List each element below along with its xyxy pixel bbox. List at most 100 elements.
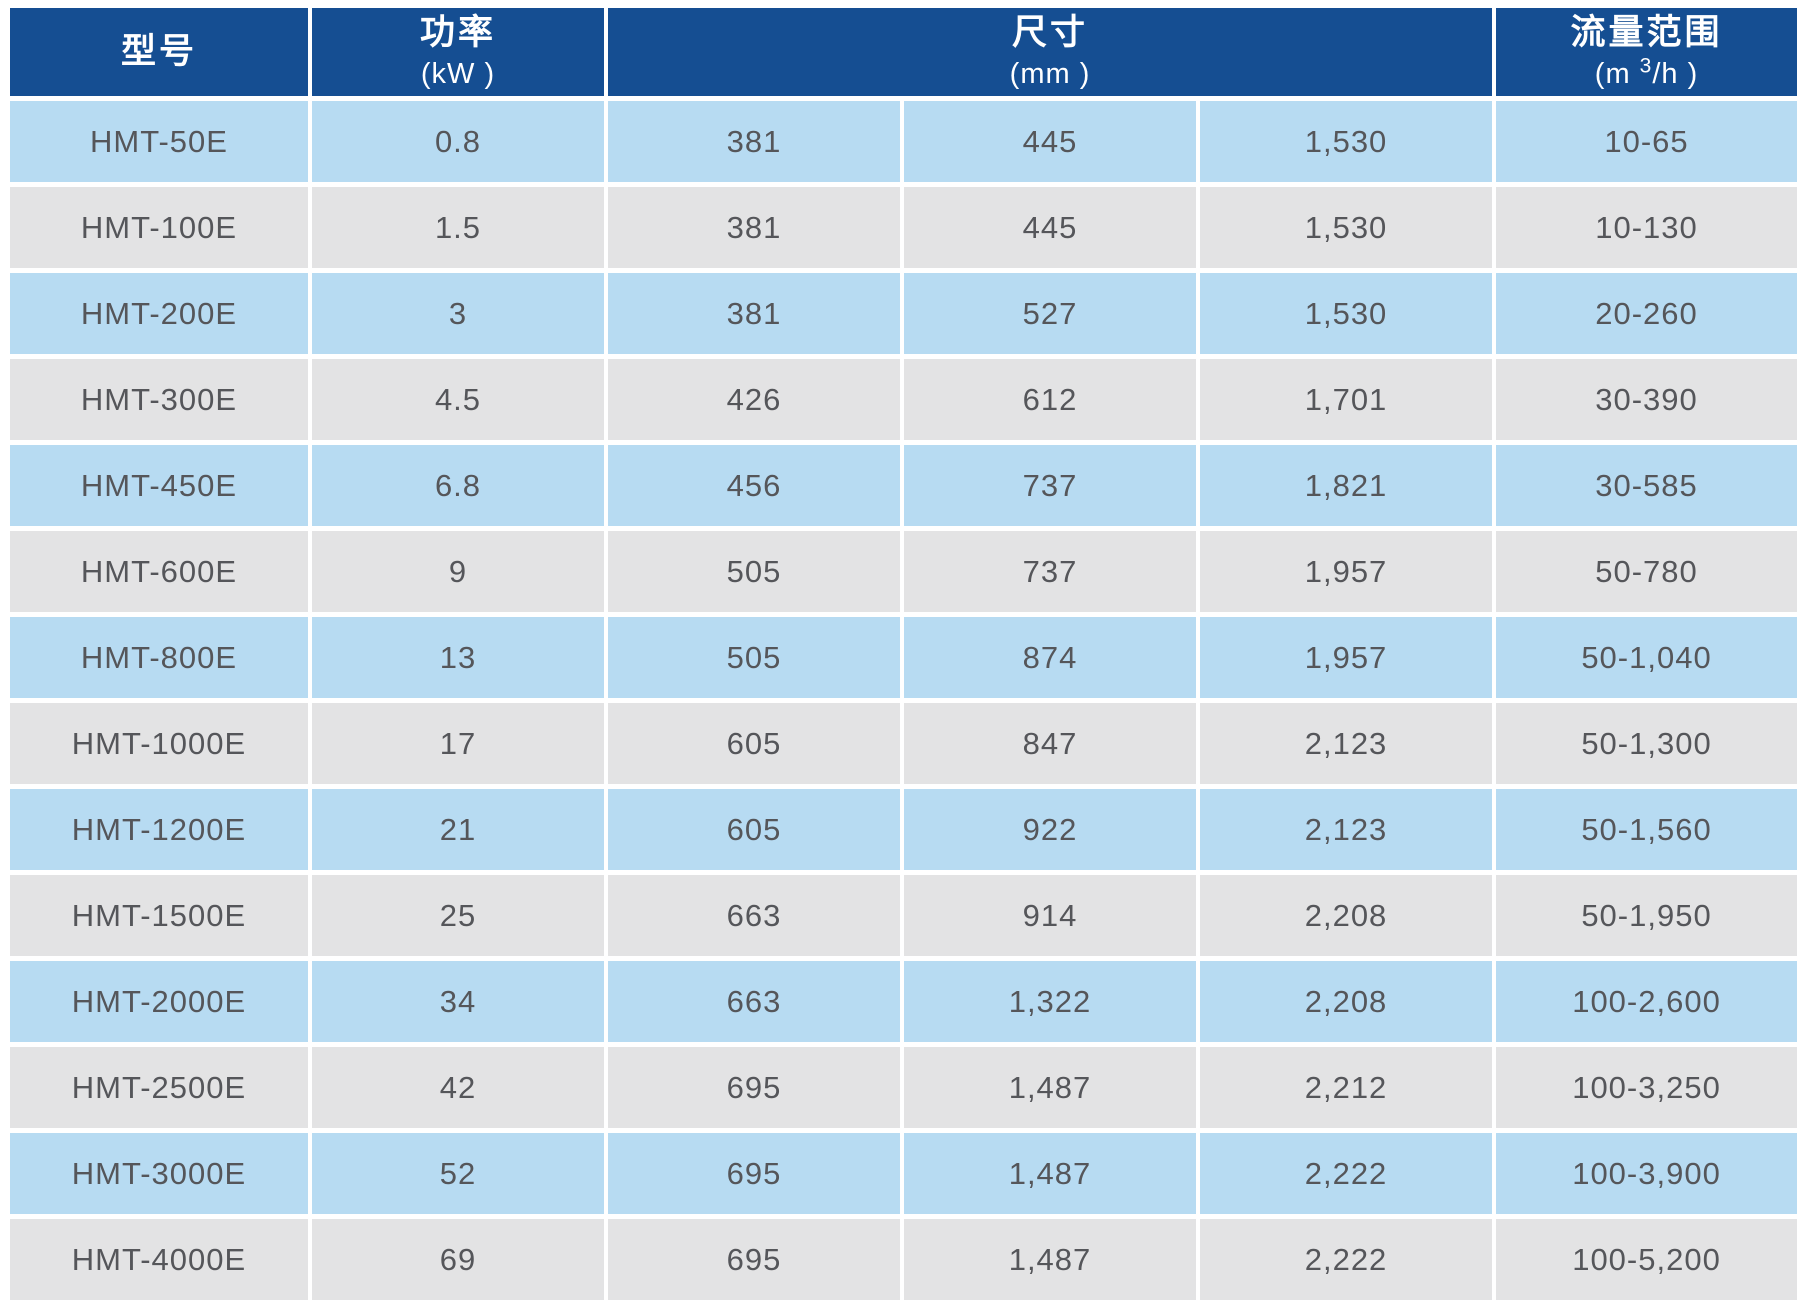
cell-flow-range: 100-2,600 <box>1496 961 1797 1042</box>
table-row: HMT-450E 6.8 456 737 1,821 30-585 <box>10 445 1797 526</box>
table-row: HMT-200E 3 381 527 1,530 20-260 <box>10 273 1797 354</box>
header-flow-range-unit: (m 3/h ) <box>1496 55 1797 91</box>
cell-dimension-1: 695 <box>608 1219 900 1300</box>
cell-dimension-1: 381 <box>608 101 900 182</box>
cell-flow-range: 50-780 <box>1496 531 1797 612</box>
cell-dimension-1: 695 <box>608 1047 900 1128</box>
cell-dimension-3: 1,957 <box>1200 531 1493 612</box>
table-row: HMT-2500E 42 695 1,487 2,212 100-3,250 <box>10 1047 1797 1128</box>
cell-dimension-3: 1,530 <box>1200 273 1493 354</box>
cell-model: HMT-800E <box>10 617 308 698</box>
flow-unit-suffix: /h ) <box>1652 58 1699 91</box>
cell-dimension-3: 2,123 <box>1200 789 1493 870</box>
cell-power: 21 <box>312 789 604 870</box>
table-row: HMT-300E 4.5 426 612 1,701 30-390 <box>10 359 1797 440</box>
cell-model: HMT-100E <box>10 187 308 268</box>
cell-dimension-3: 1,701 <box>1200 359 1493 440</box>
cell-dimension-3: 2,222 <box>1200 1219 1493 1300</box>
cell-dimension-3: 2,212 <box>1200 1047 1493 1128</box>
cell-dimension-3: 2,208 <box>1200 961 1493 1042</box>
cell-model: HMT-4000E <box>10 1219 308 1300</box>
flow-unit-superscript: 3 <box>1639 54 1653 78</box>
cell-power: 69 <box>312 1219 604 1300</box>
cell-dimension-3: 2,208 <box>1200 875 1493 956</box>
cell-power: 52 <box>312 1133 604 1214</box>
cell-model: HMT-450E <box>10 445 308 526</box>
cell-model: HMT-50E <box>10 101 308 182</box>
header-model: 型号 <box>10 8 308 96</box>
cell-dimension-2: 1,487 <box>904 1133 1196 1214</box>
cell-dimension-1: 505 <box>608 531 900 612</box>
cell-power: 25 <box>312 875 604 956</box>
cell-flow-range: 30-390 <box>1496 359 1797 440</box>
cell-dimension-2: 1,322 <box>904 961 1196 1042</box>
cell-dimension-3: 1,821 <box>1200 445 1493 526</box>
cell-flow-range: 50-1,950 <box>1496 875 1797 956</box>
cell-model: HMT-200E <box>10 273 308 354</box>
cell-dimension-2: 847 <box>904 703 1196 784</box>
cell-model: HMT-300E <box>10 359 308 440</box>
cell-power: 9 <box>312 531 604 612</box>
cell-dimension-1: 695 <box>608 1133 900 1214</box>
cell-model: HMT-600E <box>10 531 308 612</box>
cell-flow-range: 20-260 <box>1496 273 1797 354</box>
table-body: HMT-50E 0.8 381 445 1,530 10-65 HMT-100E… <box>10 101 1797 1300</box>
table-row: HMT-1500E 25 663 914 2,208 50-1,950 <box>10 875 1797 956</box>
cell-flow-range: 100-5,200 <box>1496 1219 1797 1300</box>
cell-dimension-1: 426 <box>608 359 900 440</box>
cell-dimension-2: 1,487 <box>904 1219 1196 1300</box>
cell-dimension-3: 1,530 <box>1200 187 1493 268</box>
table-row: HMT-100E 1.5 381 445 1,530 10-130 <box>10 187 1797 268</box>
table-row: HMT-1200E 21 605 922 2,123 50-1,560 <box>10 789 1797 870</box>
cell-power: 3 <box>312 273 604 354</box>
cell-dimension-3: 1,530 <box>1200 101 1493 182</box>
header-dimensions-unit: (mm ) <box>1009 58 1091 91</box>
table-row: HMT-2000E 34 663 1,322 2,208 100-2,600 <box>10 961 1797 1042</box>
cell-flow-range: 10-130 <box>1496 187 1797 268</box>
cell-dimension-1: 663 <box>608 961 900 1042</box>
cell-model: HMT-1000E <box>10 703 308 784</box>
cell-dimension-2: 527 <box>904 273 1196 354</box>
table-row: HMT-3000E 52 695 1,487 2,222 100-3,900 <box>10 1133 1797 1214</box>
cell-flow-range: 30-585 <box>1496 445 1797 526</box>
cell-dimension-2: 874 <box>904 617 1196 698</box>
header-row: 型号 功率 (kW ) 尺寸 (mm ) 流量范围 (m 3/h ) <box>10 8 1797 96</box>
cell-dimension-2: 737 <box>904 445 1196 526</box>
cell-power: 1.5 <box>312 187 604 268</box>
header-power-title: 功率 <box>419 12 496 52</box>
header-dimensions-title: 尺寸 <box>1012 12 1089 52</box>
cell-dimension-1: 381 <box>608 273 900 354</box>
cell-flow-range: 50-1,560 <box>1496 789 1797 870</box>
cell-flow-range: 100-3,900 <box>1496 1133 1797 1214</box>
cell-dimension-2: 1,487 <box>904 1047 1196 1128</box>
header-flow-range-title: 流量范围 <box>1570 12 1723 52</box>
cell-power: 0.8 <box>312 101 604 182</box>
cell-power: 13 <box>312 617 604 698</box>
cell-power: 4.5 <box>312 359 604 440</box>
table-row: HMT-50E 0.8 381 445 1,530 10-65 <box>10 101 1797 182</box>
cell-dimension-2: 612 <box>904 359 1196 440</box>
cell-flow-range: 100-3,250 <box>1496 1047 1797 1128</box>
cell-dimension-3: 1,957 <box>1200 617 1493 698</box>
cell-flow-range: 50-1,300 <box>1496 703 1797 784</box>
cell-dimension-1: 605 <box>608 789 900 870</box>
header-power-unit: (kW ) <box>420 58 496 91</box>
cell-dimension-3: 2,222 <box>1200 1133 1493 1214</box>
cell-power: 6.8 <box>312 445 604 526</box>
cell-dimension-1: 663 <box>608 875 900 956</box>
cell-power: 17 <box>312 703 604 784</box>
cell-dimension-1: 505 <box>608 617 900 698</box>
cell-power: 42 <box>312 1047 604 1128</box>
cell-dimension-3: 2,123 <box>1200 703 1493 784</box>
cell-dimension-2: 922 <box>904 789 1196 870</box>
cell-power: 34 <box>312 961 604 1042</box>
cell-dimension-2: 445 <box>904 187 1196 268</box>
cell-dimension-2: 737 <box>904 531 1196 612</box>
table-row: HMT-800E 13 505 874 1,957 50-1,040 <box>10 617 1797 698</box>
cell-model: HMT-2000E <box>10 961 308 1042</box>
table-header: 型号 功率 (kW ) 尺寸 (mm ) 流量范围 (m 3/h ) <box>10 8 1797 96</box>
product-spec-table: 型号 功率 (kW ) 尺寸 (mm ) 流量范围 (m 3/h ) HMT-5… <box>6 3 1801 1305</box>
table-row: HMT-1000E 17 605 847 2,123 50-1,300 <box>10 703 1797 784</box>
cell-flow-range: 50-1,040 <box>1496 617 1797 698</box>
cell-dimension-1: 381 <box>608 187 900 268</box>
